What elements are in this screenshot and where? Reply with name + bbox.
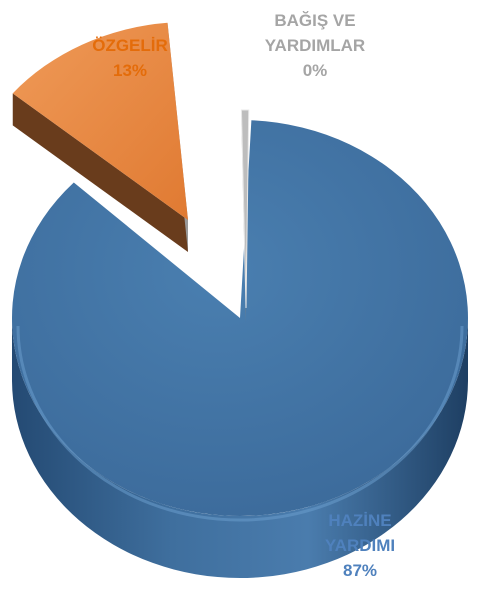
slice-label-ozgelir: ÖZGELİR 13%: [70, 33, 190, 83]
slice-hazine: [11, 120, 469, 578]
slice-bagis-top: [240, 109, 250, 309]
slice-hazine-rim: [16, 325, 464, 522]
slice-name-bagis-line1: BAĞIŞ VE: [274, 11, 356, 30]
slice-name-hazine-line1: HAZİNE: [328, 511, 392, 530]
slice-value-bagis: 0%: [302, 61, 328, 80]
slice-value-hazine: 87%: [342, 561, 378, 580]
slice-bagis: [240, 109, 250, 322]
slice-name-bagis-line2: YARDIMLAR: [264, 36, 366, 55]
slice-hazine-side: [12, 318, 468, 578]
slice-label-hazine: HAZİNE YARDIMI 87%: [290, 508, 430, 583]
slice-ozgelir-side: [12, 93, 188, 253]
slice-ozgelir: [12, 22, 188, 253]
slice-name-ozgelir: ÖZGELİR: [92, 36, 168, 55]
slice-hazine-top: [11, 120, 469, 517]
slice-ozgelir-top: [12, 22, 188, 220]
slice-value-ozgelir: 13%: [112, 61, 148, 80]
slice-label-bagis: BAĞIŞ VE YARDIMLAR 0%: [240, 8, 390, 83]
slice-name-hazine-line2: YARDIMI: [324, 536, 396, 555]
